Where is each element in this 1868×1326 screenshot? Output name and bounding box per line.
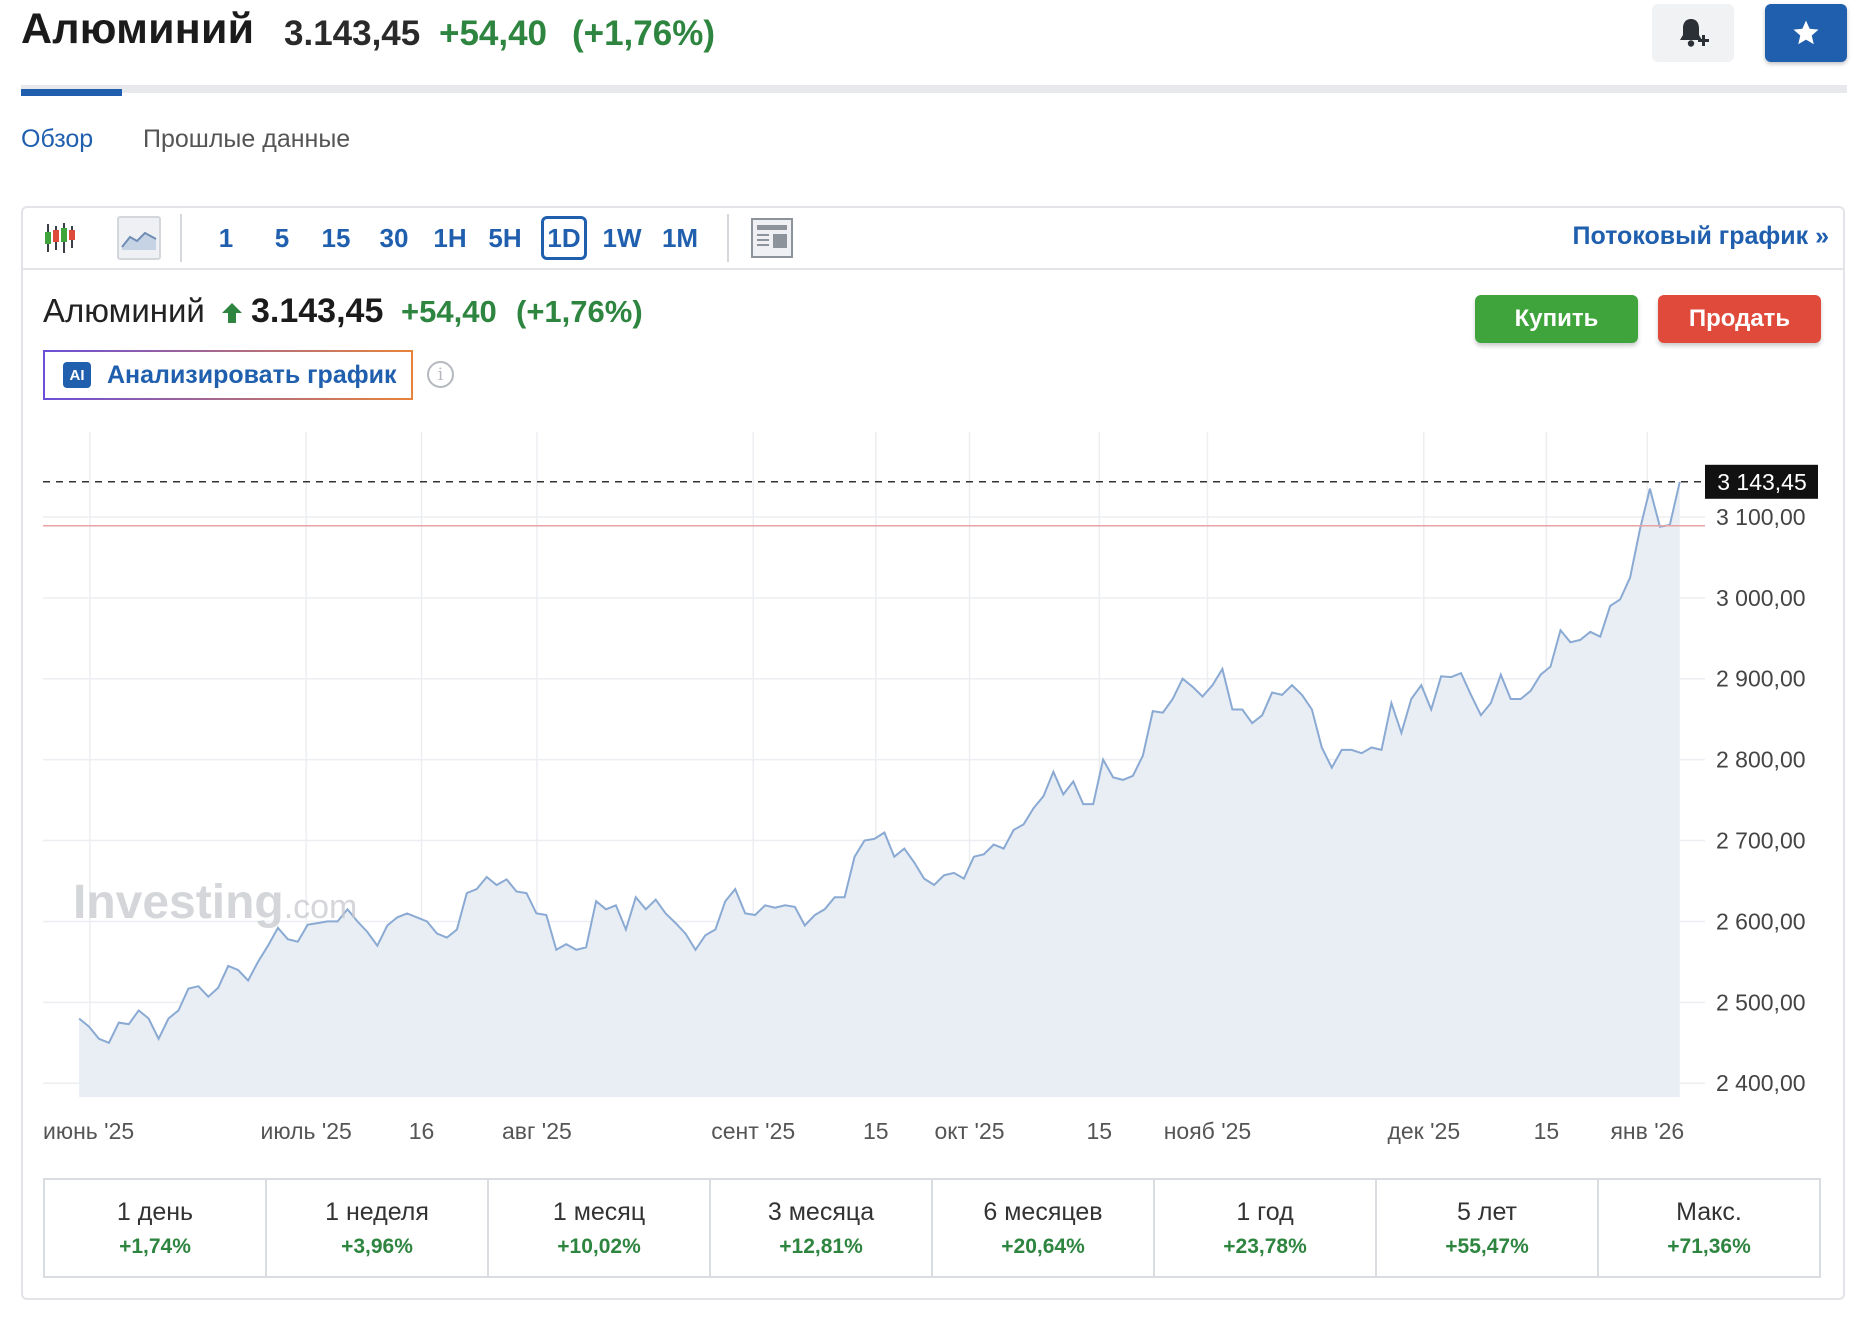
timeframe-30[interactable]: 30 [379, 222, 409, 253]
period-6-months[interactable]: 6 месяцев +20,64% [933, 1180, 1155, 1276]
period-label: Макс. [1676, 1197, 1742, 1226]
timeframe-5[interactable]: 5 [274, 222, 290, 253]
toolbar-separator [727, 214, 729, 262]
period-label: 1 год [1236, 1197, 1294, 1226]
star-icon [1793, 20, 1819, 45]
instrument-change-percent: (+1,76%) [516, 294, 643, 329]
chart-toolbar: 1 5 15 30 1H 5H 1D 1W 1M Потоковый графи… [23, 208, 1843, 270]
x-axis-label: июнь '25 [43, 1118, 134, 1144]
period-1-day[interactable]: 1 день +1,74% [45, 1180, 267, 1276]
period-value: +23,78% [1223, 1234, 1307, 1258]
period-value: +71,36% [1667, 1234, 1751, 1258]
x-axis-label: 15 [1087, 1118, 1113, 1144]
y-axis-label: 2 900,00 [1716, 666, 1806, 692]
timeframe-1[interactable]: 1 [218, 222, 234, 253]
y-axis-label: 2 700,00 [1716, 828, 1806, 854]
toolbar-separator [180, 214, 182, 262]
arrow-up-icon [222, 303, 242, 323]
analyze-chart-label: Анализировать график [107, 360, 397, 389]
sell-button[interactable]: Продать [1658, 295, 1821, 343]
performance-periods: 1 день +1,74% 1 неделя +3,96% 1 месяц +1… [43, 1178, 1821, 1278]
period-label: 3 месяца [767, 1197, 875, 1226]
period-label: 1 месяц [552, 1197, 646, 1226]
ai-icon: AI [63, 362, 91, 388]
header-change-percent: (+1,76%) [572, 14, 715, 53]
y-axis-label: 2 800,00 [1716, 747, 1806, 773]
watermark-main: Investing [73, 876, 284, 929]
add-alert-button[interactable] [1652, 4, 1734, 62]
last-price-tag: 3 143,45 [1705, 464, 1818, 499]
instrument-name: Алюминий [43, 292, 205, 329]
header-divider [21, 85, 1847, 93]
timeframe-1h[interactable]: 1H [433, 222, 467, 253]
y-axis-label: 2 500,00 [1716, 989, 1806, 1015]
header-price: 3.143,45 [284, 14, 421, 53]
x-axis-label: дек '25 [1387, 1118, 1460, 1144]
y-axis-label: 2 400,00 [1716, 1070, 1806, 1096]
timeframe-5h[interactable]: 5H [488, 222, 522, 253]
layout-icon [751, 218, 793, 258]
period-value: +3,96% [341, 1234, 413, 1258]
bell-plus-icon [1680, 19, 1709, 47]
period-value: +1,74% [119, 1234, 191, 1258]
x-axis-label: 16 [409, 1118, 435, 1144]
tab-overview[interactable]: Обзор [21, 125, 94, 153]
instrument-change: +54,40 [401, 294, 497, 329]
timeframe-15[interactable]: 15 [321, 222, 351, 253]
timeframe-1m[interactable]: 1M [661, 222, 699, 253]
period-1-week[interactable]: 1 неделя +3,96% [267, 1180, 489, 1276]
period-value: +10,02% [557, 1234, 641, 1258]
analyze-chart-button[interactable]: AI Анализировать график [43, 350, 413, 400]
x-axis-label: 15 [1534, 1118, 1560, 1144]
page-title: Алюминий [21, 5, 255, 53]
period-5-years[interactable]: 5 лет +55,47% [1377, 1180, 1599, 1276]
period-3-months[interactable]: 3 месяца +12,81% [711, 1180, 933, 1276]
price-area [79, 481, 1680, 1097]
x-axis-label: июль '25 [260, 1118, 351, 1144]
candlestick-chart-button[interactable] [39, 216, 81, 260]
x-axis-label: авг '25 [502, 1118, 572, 1144]
instrument-price: 3.143,45 [251, 292, 384, 330]
x-axis-label: 15 [863, 1118, 889, 1144]
candlestick-chart-icon [45, 223, 75, 253]
x-axis-label: окт '25 [935, 1118, 1005, 1144]
period-value: +20,64% [1001, 1234, 1085, 1258]
y-axis-label: 2 600,00 [1716, 908, 1806, 934]
period-1-year[interactable]: 1 год +23,78% [1155, 1180, 1377, 1276]
y-axis-label: 3 100,00 [1716, 504, 1806, 530]
x-axis-label: янв '26 [1610, 1118, 1684, 1144]
price-line [78, 481, 1681, 1045]
period-value: +55,47% [1445, 1234, 1529, 1258]
svg-text:3 143,45: 3 143,45 [1717, 469, 1807, 495]
header-divider-active [21, 89, 122, 96]
period-label: 6 месяцев [983, 1197, 1103, 1226]
streaming-chart-link[interactable]: Потоковый график » [1572, 222, 1829, 250]
y-axis-label: 3 000,00 [1716, 585, 1806, 611]
chart-card [21, 206, 1845, 1300]
area-chart-button[interactable] [117, 216, 161, 260]
timeframe-1w[interactable]: 1W [602, 222, 642, 253]
header-change: +54,40 [439, 14, 548, 53]
x-axis-label: сент '25 [711, 1118, 795, 1144]
timeframe-1d[interactable]: 1D [541, 216, 587, 260]
tab-historical-data[interactable]: Прошлые данные [143, 125, 351, 153]
period-value: +12,81% [779, 1234, 863, 1258]
x-axis-label: нояб '25 [1164, 1118, 1252, 1144]
period-label: 1 день [116, 1197, 194, 1226]
period-1-month[interactable]: 1 месяц +10,02% [489, 1180, 711, 1276]
info-icon[interactable]: i [427, 361, 454, 388]
chart-watermark: Investing.com [73, 876, 357, 929]
area-chart-icon [121, 231, 157, 250]
period-label: 1 неделя [325, 1197, 429, 1226]
watchlist-star-button[interactable] [1765, 4, 1847, 62]
layout-button[interactable] [750, 216, 794, 260]
buy-button[interactable]: Купить [1475, 295, 1638, 343]
period-label: 5 лет [1457, 1197, 1517, 1226]
period-max[interactable]: Макс. +71,36% [1599, 1180, 1819, 1276]
